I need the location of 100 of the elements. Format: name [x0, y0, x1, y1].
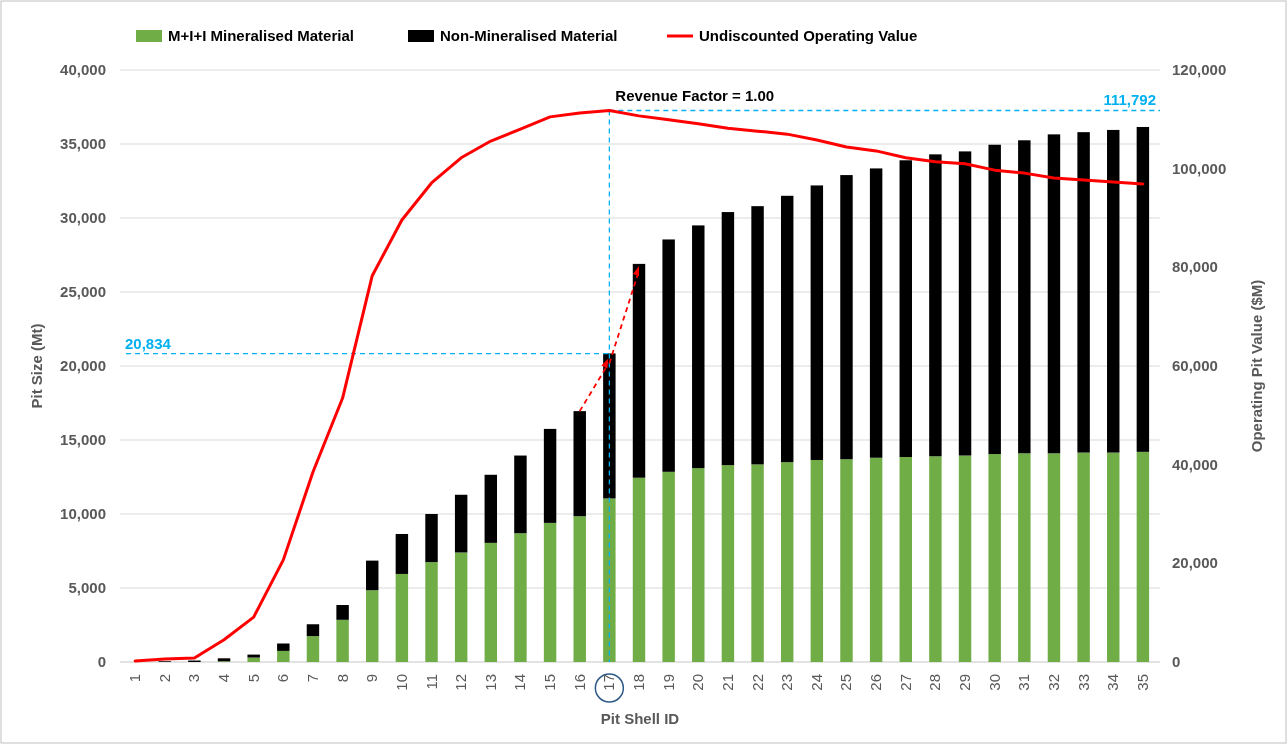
x-tick-label: 21 — [718, 674, 736, 691]
x-tick-label: 25 — [837, 674, 855, 691]
x-tick-label: 6 — [274, 674, 292, 683]
bar — [306, 624, 320, 637]
ref-line-label: Revenue Factor = 1.00 — [615, 87, 775, 105]
x-tick-label: 31 — [1015, 674, 1033, 691]
bar — [543, 428, 557, 523]
y-tick-label: 15,000 — [60, 431, 106, 448]
bar — [1047, 134, 1061, 454]
x-tick-label: 11 — [422, 674, 440, 690]
ref-line-label: 20,834 — [125, 334, 172, 352]
bar — [1018, 453, 1031, 662]
bar — [632, 477, 646, 662]
x-tick-label: 23 — [778, 674, 796, 691]
bar — [573, 411, 586, 517]
x-tick-label: 13 — [481, 674, 499, 691]
bar — [484, 474, 498, 543]
x-tick-label: 24 — [807, 674, 825, 691]
x-tick-label: 8 — [333, 674, 351, 683]
legend-label: M+I+I Mineralised Material — [168, 27, 354, 44]
x-tick-label: 27 — [896, 674, 914, 691]
bar — [514, 533, 527, 662]
y-tick-label: 30,000 — [60, 209, 106, 226]
bar — [751, 206, 764, 465]
x-tick-label: 15 — [541, 674, 559, 691]
x-tick-label: 20 — [689, 674, 707, 691]
x-tick-label: 26 — [867, 674, 885, 691]
bar — [366, 590, 379, 662]
bar — [277, 650, 290, 662]
x-tick-label: 34 — [1104, 674, 1122, 691]
bar — [840, 175, 853, 460]
bar — [306, 636, 320, 662]
x-tick-label: 4 — [215, 674, 233, 683]
bar — [958, 455, 972, 662]
bar — [1136, 451, 1150, 662]
x-tick-label: 17 — [600, 674, 618, 691]
bar — [366, 560, 379, 591]
bar — [425, 514, 438, 563]
bar — [1136, 126, 1150, 452]
x-tick-label: 33 — [1074, 674, 1092, 691]
bar — [573, 516, 586, 662]
ref-line-label: 111,792 — [1103, 91, 1156, 109]
y2-tick-label: 0 — [1172, 653, 1181, 670]
y-tick-label: 20,000 — [60, 357, 106, 374]
bar — [721, 465, 735, 662]
bar — [662, 471, 675, 662]
x-tick-label: 1 — [126, 674, 144, 683]
x-tick-label: 16 — [570, 674, 588, 691]
y-tick-label: 35,000 — [60, 135, 106, 152]
legend-label: Non-Mineralised Material — [440, 27, 618, 44]
x-tick-label: 35 — [1133, 674, 1151, 691]
y2-tick-label: 80,000 — [1172, 258, 1218, 276]
x-axis-title: Pit Shell ID — [600, 710, 680, 727]
y-tick-label: 40,000 — [60, 61, 106, 78]
bar — [336, 619, 349, 662]
bar — [929, 456, 942, 662]
bar — [1077, 132, 1090, 453]
bar — [1018, 140, 1031, 454]
bar — [692, 225, 705, 469]
x-tick-label: 30 — [985, 674, 1003, 691]
bar — [780, 195, 794, 463]
x-tick-label: 7 — [303, 674, 321, 683]
bar — [988, 454, 1001, 662]
x-tick-label: 18 — [630, 674, 647, 691]
bar — [454, 552, 468, 662]
x-tick-label: 5 — [244, 674, 262, 683]
bar — [1077, 452, 1090, 662]
bar — [395, 533, 409, 574]
bar — [514, 455, 527, 534]
bar — [247, 654, 260, 658]
bar — [632, 263, 646, 478]
x-tick-label: 14 — [511, 674, 529, 691]
bar — [810, 185, 824, 460]
bar — [899, 457, 912, 662]
y-tick-label: 10,000 — [60, 505, 106, 522]
bar — [899, 160, 912, 458]
y-tick-label: 25,000 — [60, 283, 106, 300]
bar — [603, 353, 616, 499]
y2-tick-label: 40,000 — [1172, 455, 1218, 473]
x-tick-label: 12 — [452, 674, 470, 691]
x-tick-label: 10 — [392, 674, 410, 691]
y2-tick-label: 100,000 — [1172, 159, 1227, 177]
y-axis-title: Pit Size (Mt) — [28, 323, 45, 409]
bar — [425, 562, 438, 662]
legend-label: Undiscounted Operating Value — [699, 27, 918, 44]
x-tick-label: 29 — [956, 674, 974, 691]
bar — [692, 468, 705, 662]
bar — [869, 457, 883, 662]
x-tick-label: 28 — [926, 674, 944, 691]
bar — [869, 168, 883, 458]
x-tick-label: 3 — [185, 674, 203, 683]
y2-axis-title: Operating Pit Value ($M) — [1248, 279, 1265, 453]
bar — [395, 573, 409, 662]
x-tick-label: 19 — [659, 674, 677, 691]
bar — [780, 462, 794, 662]
y2-tick-label: 60,000 — [1172, 357, 1218, 374]
bar — [929, 154, 942, 457]
y2-tick-label: 120,000 — [1172, 61, 1227, 78]
x-tick-label: 2 — [155, 674, 173, 683]
bar — [721, 212, 735, 466]
